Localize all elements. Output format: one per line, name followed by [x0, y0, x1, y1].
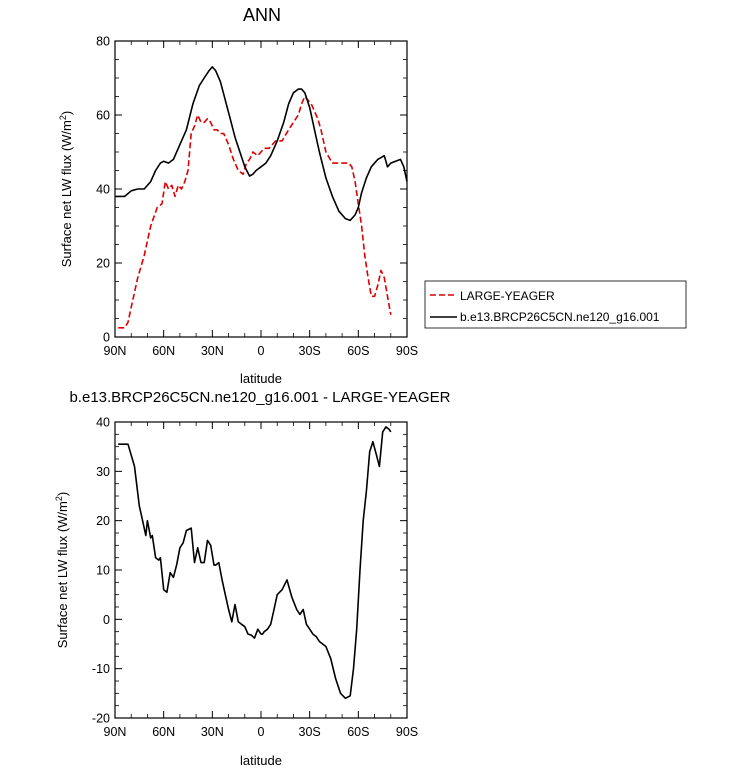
x-tick-label: 90N — [104, 725, 127, 739]
y-axis-label: Surface net LW flux (W/m2) — [58, 111, 74, 268]
legend-label-large-yeager: LARGE-YEAGER — [460, 289, 555, 303]
plot-frame — [114, 421, 408, 719]
x-tick-label: 60N — [152, 344, 175, 358]
x-tick-label: 90N — [104, 344, 127, 358]
series-line-0 — [118, 426, 392, 700]
x-tick-label: 60S — [347, 725, 369, 739]
y-tick-label: 0 — [103, 613, 110, 627]
series-group — [118, 426, 392, 700]
legend-label-model: b.e13.BRCP26C5CN.ne120_g16.001 — [460, 310, 660, 324]
y-axis-label: Surface net LW flux (W/m2) — [54, 492, 70, 649]
x-tick-label: 60S — [347, 344, 369, 358]
series-line-b-e13-brcp26c5cn-ne120-g16-001 — [115, 66, 408, 222]
x-axis-label: latitude — [240, 753, 282, 768]
y-tick-label: -20 — [92, 712, 110, 726]
y-tick-label: 10 — [96, 564, 110, 578]
y-tick-label: -10 — [92, 662, 110, 676]
series-line-large-yeager — [118, 95, 392, 329]
x-tick-label: 30N — [201, 725, 224, 739]
x-tick-label: 0 — [258, 725, 265, 739]
chart-panel-bottom: b.e13.BRCP26C5CN.ne120_g16.001 - LARGE-Y… — [54, 389, 451, 768]
x-axis-label: latitude — [240, 371, 282, 386]
x-tick-label: 60N — [152, 725, 175, 739]
y-tick-label: 60 — [96, 109, 110, 123]
chart-title: b.e13.BRCP26C5CN.ne120_g16.001 - LARGE-Y… — [69, 389, 450, 406]
axis-ticks: 90N 60N 30N 0 30S 60S 90S -20 -10 0 10 20 30 40 — [92, 416, 418, 740]
chart-title: ANN — [243, 5, 281, 25]
axis-ticks: 90N 60N 30N 0 30S 60S 90S 0 20 40 60 80 — [96, 35, 418, 359]
y-tick-label: 40 — [96, 183, 110, 197]
x-tick-label: 0 — [258, 344, 265, 358]
x-tick-label: 30S — [299, 725, 321, 739]
legend: LARGE-YEAGER b.e13.BRCP26C5CN.ne120_g16.… — [424, 280, 687, 329]
series-group — [115, 66, 408, 329]
x-tick-label: 90S — [396, 344, 418, 358]
chart-panel-top: ANN 90N 60N 30N 0 30S 60S 90S 0 20 40 60 80 latitud… — [58, 5, 687, 386]
x-tick-label: 30N — [201, 344, 224, 358]
y-tick-label: 40 — [96, 416, 110, 430]
y-tick-label: 80 — [96, 35, 110, 49]
y-tick-label: 20 — [96, 514, 110, 528]
y-tick-label: 30 — [96, 465, 110, 479]
legend-box — [424, 280, 687, 329]
y-tick-label: 0 — [103, 331, 110, 345]
x-tick-label: 30S — [299, 344, 321, 358]
x-tick-label: 90S — [396, 725, 418, 739]
y-tick-label: 20 — [96, 257, 110, 271]
